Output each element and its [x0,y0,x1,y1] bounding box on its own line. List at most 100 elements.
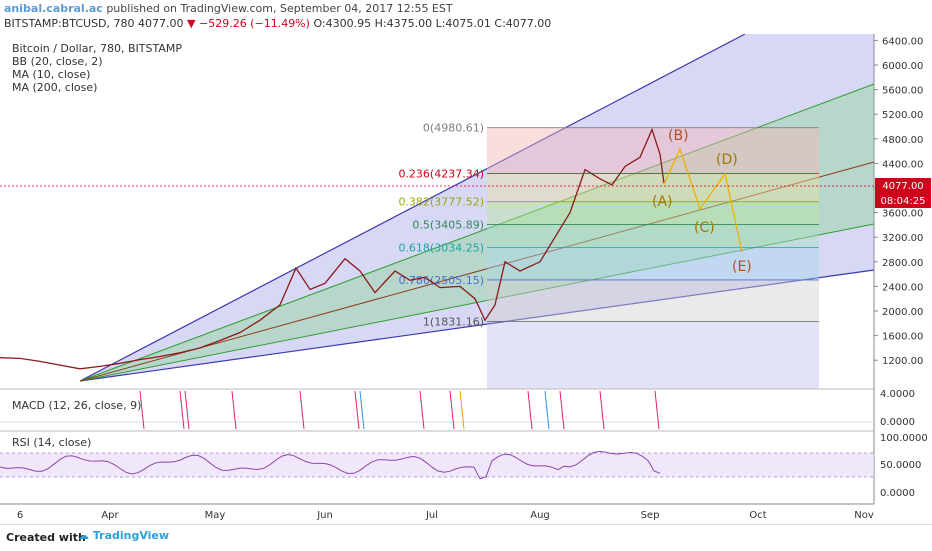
ohlc-high: H:4375.00 [374,17,433,30]
price-tick-label: 3600.00 [882,209,923,220]
ohlc-close: C:4077.00 [494,17,552,30]
fan-median-line [79,161,875,382]
fib-level-label: 1(1831.16) [423,315,484,328]
price-tick-label: 2000.00 [882,307,923,318]
fib-extension-zone [487,321,819,389]
created-with-text: Created with [6,531,86,544]
current-price-label: 4077.00 [882,181,923,192]
price-tick-label: 6000.00 [882,61,923,72]
macd-bar [459,390,465,430]
fan-line-lower [79,269,875,382]
price-tick-label: 2800.00 [882,258,923,269]
macd-bar [299,390,305,430]
macd-tick-top: 4.0000 [880,389,915,400]
current-price-tag [875,178,931,193]
macd-bar [559,390,565,430]
price-tick-label: 4800.00 [882,135,923,146]
wave-label-b: (B) [668,128,689,144]
fib-zone [487,127,819,174]
outer-fan-zone [80,34,874,381]
price-tick-label: 1200.00 [882,356,923,367]
legend-ma200[interactable]: MA (200, close) [12,81,97,94]
wave-label-c: (C) [694,220,715,236]
author-link[interactable]: anibal.cabral.ac [4,2,103,15]
countdown-label: 08:04:25 [881,196,926,207]
legend-title: Bitcoin / Dollar, 780, BITSTAMP [12,42,182,55]
macd-bar [354,390,360,430]
rsi-tick-0: 0.0000 [880,488,915,499]
macd-bar [179,390,185,430]
price-tick-label: 2400.00 [882,282,923,293]
price-pane [0,34,874,389]
fib-level-label: 0.786(2505.15) [398,274,484,287]
time-axis-labels: 6 Apr May Jun Jul Aug Sep Oct Nov [17,510,874,521]
macd-bar [544,390,550,430]
wave-label-d: (D) [716,152,738,168]
price-tick-label: 5600.00 [882,86,923,97]
legend-ma10[interactable]: MA (10, close) [12,68,90,81]
fib-level-label: 0.236(4237.34) [398,167,484,180]
price-tick-label: 4400.00 [882,159,923,170]
chart-canvas[interactable]: 0(4980.61) 0.236(4237.34) 0.382(3777.52) 0.… [0,34,932,524]
macd-histogram [139,390,660,430]
published-text: published on TradingView.com, September … [106,2,453,15]
macd-tick-zero: 0.0000 [880,417,915,428]
chart-header: anibal.cabral.ac published on TradingVie… [0,0,932,34]
macd-bar [231,390,237,430]
price-tick-label: 5200.00 [882,110,923,121]
fib-retracement[interactable]: 0(4980.61) 0.236(4237.34) 0.382(3777.52) 0.… [398,122,819,389]
fib-zone [487,279,819,322]
fib-level-label: 0(4980.61) [423,122,484,135]
time-label: Sep [641,510,660,521]
time-label: Oct [749,510,766,521]
tradingview-logo[interactable]: ☁ TradingView [78,529,170,542]
fan-line-green-1 [79,83,875,382]
macd-bar [184,390,190,430]
fib-level-label: 0.382(3777.52) [398,196,484,209]
tradingview-brand: TradingView [92,529,170,542]
price-tick-label: 1600.00 [882,332,923,343]
time-label: Jun [316,510,333,521]
price-axis-bg [874,34,932,524]
price-tick-label: 6400.00 [882,36,923,47]
symbol-name: BITSTAMP:BTCUSD, 780 [4,17,135,30]
wave-label-a: (A) [652,194,673,210]
time-label: Apr [101,510,119,521]
symbol-line: BITSTAMP:BTCUSD, 780 4077.00 ▼ −529.26 (… [4,17,551,30]
wave-label-e: (E) [732,259,752,275]
fan-line-upper [79,34,746,382]
price-series-line [0,127,665,370]
fib-zone [487,247,819,280]
price-tick-label: 3200.00 [882,233,923,244]
footer: Created with ☁ TradingView [0,524,932,551]
macd-bar [449,390,455,430]
price-change: −529.26 (−11.49%) [198,17,310,30]
macd-title: MACD (12, 26, close, 9) [12,399,141,412]
macd-bar [654,390,660,430]
rsi-title: RSI (14, close) [12,436,91,449]
time-label: May [205,510,226,521]
ohlc-low: L:4075.01 [435,17,491,30]
macd-bar [527,390,533,430]
macd-bar [359,390,365,430]
rsi-band [0,453,874,477]
macd-bar [139,390,145,430]
elliott-wave-path [663,147,743,253]
time-label: 6 [17,510,23,521]
macd-bar [599,390,605,430]
fib-zone [487,201,819,225]
time-label: Aug [530,510,550,521]
fib-level-label: 0.5(3405.89) [412,219,484,232]
countdown-tag [875,193,931,208]
time-label: Nov [854,510,874,521]
publication-line: anibal.cabral.ac published on TradingVie… [4,2,453,15]
rsi-line [0,450,661,480]
rsi-tick-50: 50.0000 [880,460,921,471]
macd-bar [419,390,425,430]
time-label: Jul [425,510,438,521]
down-arrow-icon: ▼ [187,17,196,30]
fib-zone [487,224,819,248]
fib-zone [487,173,819,202]
ohlc-open: O:4300.95 [313,17,372,30]
legend-bb[interactable]: BB (20, close, 2) [12,55,103,68]
